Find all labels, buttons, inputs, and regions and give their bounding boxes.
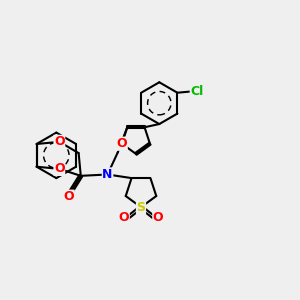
Text: O: O bbox=[54, 162, 65, 176]
Text: O: O bbox=[54, 135, 65, 148]
Text: O: O bbox=[63, 190, 74, 203]
Text: Cl: Cl bbox=[190, 85, 203, 98]
Text: S: S bbox=[136, 201, 146, 214]
Text: O: O bbox=[117, 137, 127, 150]
Text: O: O bbox=[118, 212, 129, 224]
Text: N: N bbox=[102, 168, 113, 181]
Text: O: O bbox=[153, 212, 164, 224]
